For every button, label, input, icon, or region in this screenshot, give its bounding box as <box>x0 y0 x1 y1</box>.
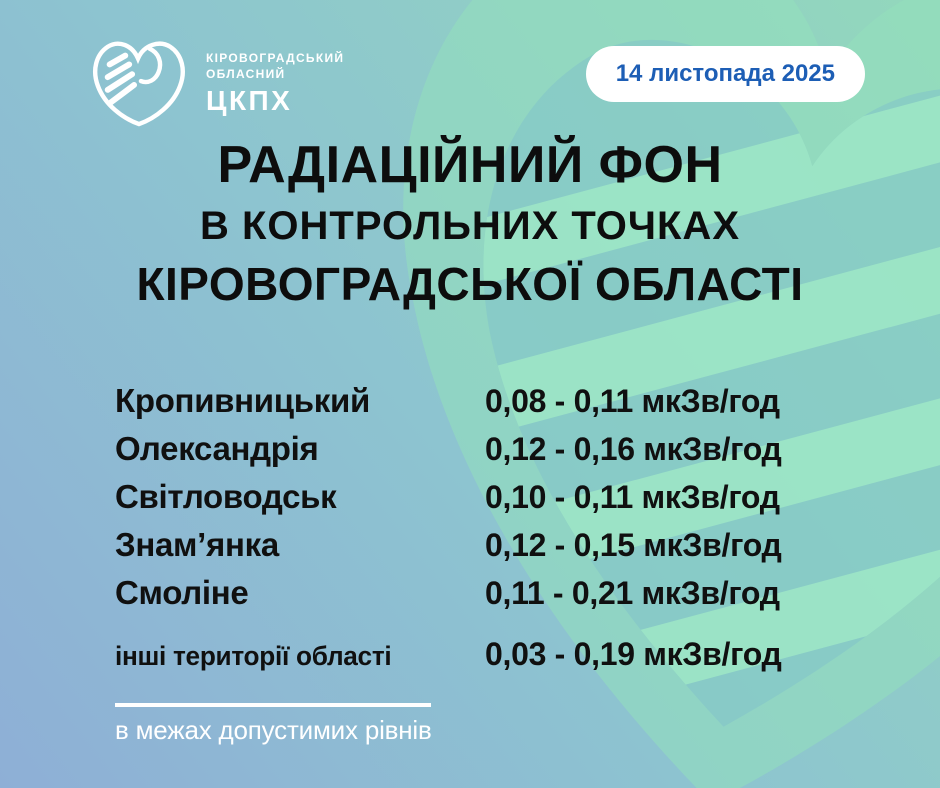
org-acronym: ЦКПХ <box>206 84 293 116</box>
radiation-value: 0,11 - 0,21 мкЗв/год <box>485 575 780 611</box>
footnote: в межах допустимих рівнів <box>115 703 432 746</box>
org-logo: КІРОВОГРАДСЬКИЙ ОБЛАСНИЙ ЦКПХ <box>86 38 344 128</box>
location-label: Смоліне <box>115 574 249 611</box>
location-label: Кропивницький <box>115 382 370 419</box>
radiation-value: 0,10 - 0,11 мкЗв/год <box>485 479 780 515</box>
location-label: Знам’янка <box>115 526 279 563</box>
title-line1: РАДІАЦІЙНИЙ ФОН <box>217 136 723 194</box>
reading-row: Кропивницький 0,08 - 0,11 мкЗв/год <box>115 382 895 430</box>
location-label: Світловодськ <box>115 478 337 515</box>
org-name-line2: ОБЛАСНИЙ <box>206 66 286 81</box>
radiation-value: 0,12 - 0,15 мкЗв/год <box>485 527 782 563</box>
readings-list: Кропивницький 0,08 - 0,11 мкЗв/год Олекс… <box>115 382 895 622</box>
org-name-line1: КІРОВОГРАДСЬКИЙ <box>206 50 345 65</box>
shield-heart-logo-icon <box>86 38 190 128</box>
other-territories-value: 0,03 - 0,19 мкЗв/год <box>485 636 782 672</box>
title-line2: В КОНТРОЛЬНИХ ТОЧКАХ <box>200 204 740 248</box>
reading-row: Олександрія 0,12 - 0,16 мкЗв/год <box>115 430 895 478</box>
page-title: РАДІАЦІЙНИЙ ФОН В КОНТРОЛЬНИХ ТОЧКАХ КІР… <box>0 132 940 313</box>
title-line3: КІРОВОГРАДСЬКОЇ ОБЛАСТІ <box>136 258 804 310</box>
radiation-value: 0,12 - 0,16 мкЗв/год <box>485 431 782 467</box>
other-territories-row: інші території області 0,03 - 0,19 мкЗв/… <box>115 636 895 673</box>
radiation-value: 0,08 - 0,11 мкЗв/год <box>485 383 780 419</box>
reading-row: Світловодськ 0,10 - 0,11 мкЗв/год <box>115 478 895 526</box>
reading-row: Смоліне 0,11 - 0,21 мкЗв/год <box>115 574 895 622</box>
date-badge: 14 листопада 2025 <box>585 46 865 102</box>
location-label: Олександрія <box>115 430 319 467</box>
other-territories-label: інші території області <box>115 641 392 671</box>
org-logo-text: КІРОВОГРАДСЬКИЙ ОБЛАСНИЙ ЦКПХ <box>206 50 344 117</box>
reading-row: Знам’янка 0,12 - 0,15 мкЗв/год <box>115 526 895 574</box>
